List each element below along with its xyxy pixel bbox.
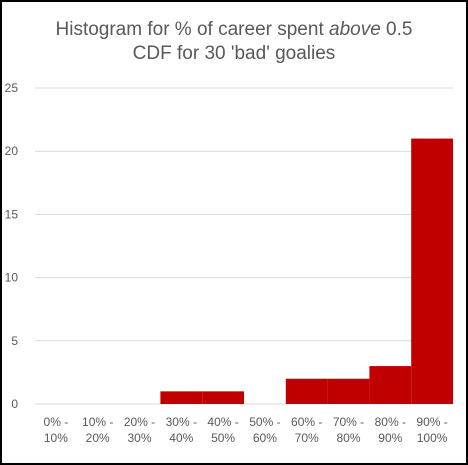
bar xyxy=(202,391,244,404)
bar xyxy=(369,366,412,404)
y-tick-label: 5 xyxy=(11,334,18,348)
bar xyxy=(285,378,328,404)
x-axis-ticks: 0% -10% 10% -20% 20% -30% 30% -40% 40% -50% 5… xyxy=(44,415,448,445)
chart-title-emphasis: above xyxy=(329,19,381,40)
x-tick-label: 30% -40% xyxy=(166,415,197,445)
y-tick-label: 20 xyxy=(5,144,19,158)
x-tick-label: 20% -30% xyxy=(124,415,155,445)
y-tick-label: 0 xyxy=(11,397,18,411)
bar xyxy=(411,138,453,404)
bar xyxy=(160,391,203,404)
y-tick-label: 15 xyxy=(5,207,19,221)
chart-title-suffix: 0.5 xyxy=(380,19,413,40)
y-tick-label: 25 xyxy=(5,81,19,95)
x-tick-label: 40% -50% xyxy=(207,415,238,445)
x-tick-label: 10% -20% xyxy=(82,415,113,445)
x-tick-label: 70% -80% xyxy=(333,415,364,445)
x-tick-label: 50% -60% xyxy=(249,415,280,445)
y-axis-ticks: 0 5 10 15 20 25 xyxy=(5,81,19,411)
y-tick-label: 10 xyxy=(5,271,19,285)
bar xyxy=(327,378,370,404)
gridlines xyxy=(35,87,453,405)
chart-title: Histogram for % of career spent above 0.… xyxy=(2,18,466,66)
x-tick-label: 80% -90% xyxy=(375,415,406,445)
chart-title-line-1: Histogram for % of career spent above 0.… xyxy=(2,18,466,42)
x-tick-label: 0% -10% xyxy=(44,415,69,445)
x-tick-label: 90% -100% xyxy=(416,415,447,445)
chart-title-line-2: CDF for 30 'bad' goalies xyxy=(132,43,336,64)
chart-title-text: Histogram for % of career spent xyxy=(55,19,329,40)
x-tick-label: 60% -70% xyxy=(291,415,322,445)
bars xyxy=(160,138,453,404)
